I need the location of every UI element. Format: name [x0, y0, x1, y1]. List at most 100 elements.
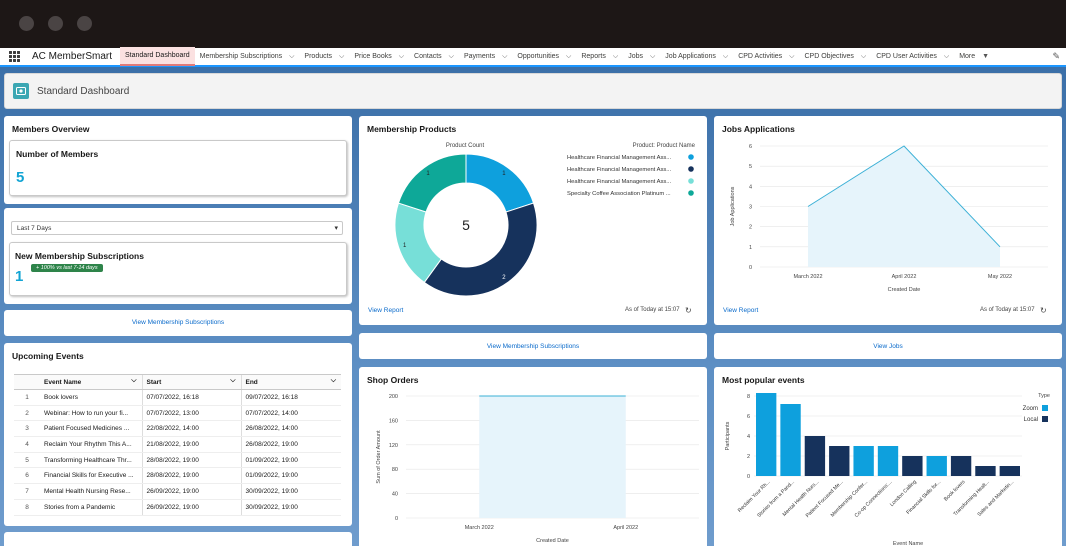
- table-row[interactable]: 6 Financial Skills for Executive ... 28/08…: [14, 467, 341, 485]
- nav-tab-membership-subscriptions[interactable]: Membership Subscriptions ⌵: [199, 52, 295, 61]
- chevron-down-icon[interactable]: ⌵: [566, 52, 572, 60]
- chevron-down-icon[interactable]: ⌵: [448, 52, 454, 60]
- table-row[interactable]: 4 Reclaim Your Rhythm This A... 21/08/2022…: [14, 436, 341, 453]
- donut-slice-3: [397, 153, 467, 213]
- start-cell: 07/07/2022, 16:18: [141, 389, 241, 406]
- new-membership-subscriptions-card[interactable]: New Membership Subscriptions 1 + 100% vs…: [9, 242, 347, 296]
- chevron-down-icon[interactable]: ⌵: [860, 52, 867, 60]
- donut-legend-label-0: Healthcare Financial Management Ass...: [567, 155, 671, 161]
- event-name-cell[interactable]: Transforming Healthcare Thr...: [40, 452, 142, 469]
- row-number: 5: [14, 452, 40, 469]
- end-cell: 01/09/2022, 19:00: [240, 452, 341, 469]
- event-name-cell[interactable]: Stories from a Pandemic: [40, 499, 142, 516]
- legend-label-0: Zoom: [1023, 406, 1038, 412]
- chevron-down-icon[interactable]: ⌵: [230, 377, 236, 384]
- chevron-down-icon[interactable]: ⌵: [330, 377, 336, 384]
- nav-tab-cpd-user-activities[interactable]: CPD User Activities ⌵: [876, 52, 950, 61]
- x-tick-label-0: March 2022: [465, 525, 494, 531]
- chevron-down-icon[interactable]: ⌵: [722, 52, 729, 60]
- table-row[interactable]: 8 Stories from a Pandemic 26/09/2022, 19:0…: [14, 499, 341, 516]
- window-titlebar: [0, 0, 1066, 48]
- x-tick-label-1: April 2022: [613, 525, 638, 531]
- nav-tab-standard-dashboard[interactable]: Standard Dashboard: [120, 47, 195, 66]
- view-membership-subscriptions-link[interactable]: View Membership Subscriptions: [131, 319, 225, 326]
- chevron-down-icon[interactable]: ⌵: [398, 52, 405, 60]
- view-membership-subscriptions-link-2[interactable]: View Membership Subscriptions: [486, 343, 580, 350]
- nav-tab-more[interactable]: More ▼: [959, 53, 990, 60]
- popular-events-title: Most popular events: [722, 375, 805, 385]
- nav-tab-payments[interactable]: Payments ⌵: [463, 52, 508, 61]
- nav-tab-reports[interactable]: Reports ⌵: [581, 52, 619, 61]
- nav-tab-cpd-objectives[interactable]: CPD Objectives ⌵: [804, 52, 867, 61]
- event-name-cell[interactable]: Webinar: How to run your fi...: [40, 405, 142, 422]
- jobs-applications-card: Jobs Applications 0 1 2 3 4 5 6 March 2022 April…: [714, 116, 1062, 325]
- column-header-event-name[interactable]: Event Name ⌵: [40, 374, 142, 390]
- donut-legend-swatch-2: [688, 178, 694, 184]
- app-launcher-icon[interactable]: [9, 51, 23, 63]
- chevron-down-icon: ▾: [334, 225, 338, 232]
- window-close-dot[interactable]: [19, 16, 34, 31]
- bar-8: [950, 456, 972, 476]
- bar-9: [975, 466, 996, 476]
- nav-tabs: Standard Dashboard Membership Subscriptio…: [120, 47, 994, 66]
- edit-nav-pencil-icon[interactable]: ✎: [1052, 51, 1060, 61]
- chevron-down-icon[interactable]: ⌵: [789, 52, 795, 60]
- nav-tab-price-books[interactable]: Price Books ⌵: [354, 52, 405, 61]
- chevron-down-icon[interactable]: ⌵: [339, 52, 345, 60]
- start-cell: 28/08/2022, 19:00: [141, 452, 241, 469]
- popular-events-card: Most popular events 0 2 4 6 8 Reclaim Your Rh…: [714, 367, 1062, 546]
- y-tick-label-3: 120: [389, 443, 398, 449]
- nav-tab-products[interactable]: Products ⌵: [304, 52, 345, 61]
- date-range-filter[interactable]: Last 7 Days ▾: [11, 221, 343, 235]
- number-of-members-value: 5: [16, 169, 25, 186]
- view-report-link[interactable]: View Report: [368, 307, 404, 314]
- view-report-link[interactable]: View Report: [723, 307, 759, 314]
- legend-swatch-1: [1042, 416, 1048, 422]
- table-row[interactable]: 1 Book lovers 07/07/2022, 16:18 09/07/2022,…: [14, 389, 341, 406]
- chevron-down-icon[interactable]: ⌵: [289, 52, 295, 60]
- donut-slice-1: [423, 202, 538, 297]
- row-number: 3: [14, 420, 40, 438]
- table-row[interactable]: 7 Mental Health Nursing Rese... 26/09/2022…: [14, 483, 341, 500]
- chevron-down-icon[interactable]: ⌵: [943, 52, 950, 60]
- donut-slice-label-2: 1: [403, 243, 407, 249]
- refresh-icon[interactable]: ↻: [1040, 306, 1047, 315]
- window-maximize-dot[interactable]: [77, 16, 92, 31]
- y-tick-label-1: 1: [749, 245, 752, 251]
- bar-0: [756, 393, 777, 476]
- event-name-cell[interactable]: Book lovers: [40, 389, 142, 406]
- event-name-cell[interactable]: Reclaim Your Rhythm This A...: [40, 436, 142, 453]
- legend-label-1: Local: [1024, 417, 1038, 423]
- column-header-end[interactable]: End ⌵: [240, 374, 341, 390]
- table-row[interactable]: 2 Webinar: How to run your fi... 07/07/202…: [14, 405, 341, 422]
- window-minimize-dot[interactable]: [48, 16, 63, 31]
- nav-tab-contacts[interactable]: Contacts ⌵: [414, 52, 454, 61]
- number-of-members-card[interactable]: Number of Members 5: [9, 140, 347, 196]
- chevron-down-icon[interactable]: ▼: [982, 53, 990, 60]
- chevron-down-icon[interactable]: ⌵: [612, 52, 619, 60]
- nav-tab-job-applications[interactable]: Job Applications ⌵: [665, 52, 729, 61]
- bar-4: [853, 446, 874, 476]
- nav-tab-jobs[interactable]: Jobs ⌵: [628, 52, 656, 61]
- membership-products-donut-chart: Product Count 1 2 1 1 5 Product: Product Name H…: [394, 143, 696, 297]
- chevron-down-icon[interactable]: ⌵: [131, 377, 137, 384]
- event-name-cell[interactable]: Patient Focused Medicines ...: [40, 420, 142, 438]
- y-tick-label-4: 160: [389, 418, 398, 424]
- column-header-start[interactable]: Start ⌵: [141, 374, 241, 390]
- row-number: 1: [14, 389, 40, 406]
- table-row[interactable]: 3 Patient Focused Medicines ... 22/08/2022…: [14, 420, 341, 438]
- donut-slice-0: [465, 153, 535, 213]
- event-name-cell[interactable]: Financial Skills for Executive ...: [40, 467, 142, 485]
- view-jobs-link[interactable]: View Jobs: [873, 343, 903, 350]
- table-row[interactable]: 5 Transforming Healthcare Thr... 28/08/202…: [14, 452, 341, 469]
- app-name: AC MemberSmart: [32, 51, 113, 62]
- refresh-icon[interactable]: ↻: [685, 306, 692, 315]
- nav-tab-cpd-activities[interactable]: CPD Activities ⌵: [738, 52, 795, 61]
- chevron-down-icon[interactable]: ⌵: [502, 52, 508, 60]
- bar-5: [877, 446, 899, 476]
- nav-tab-opportunities[interactable]: Opportunities ⌵: [517, 52, 572, 61]
- x-tick-label-8: Book lovers: [943, 479, 967, 503]
- event-name-cell[interactable]: Mental Health Nursing Rese...: [40, 483, 142, 500]
- x-axis-label: Created Date: [888, 287, 921, 293]
- chevron-down-icon[interactable]: ⌵: [649, 52, 656, 60]
